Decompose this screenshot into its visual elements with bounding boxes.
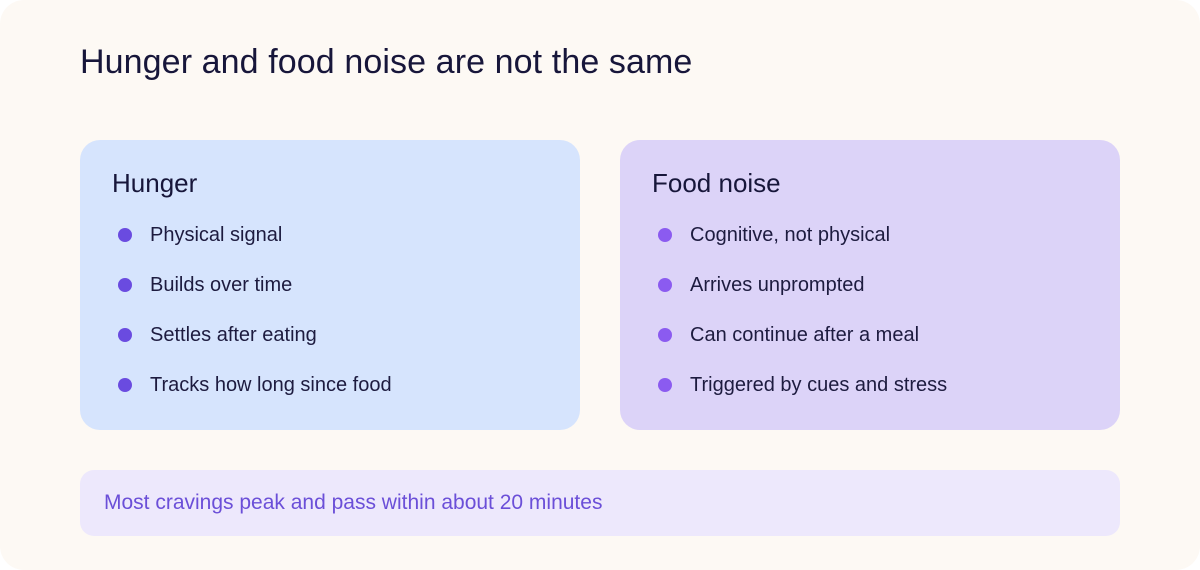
bullet-dot-icon [118,228,132,242]
food-noise-item-text: Triggered by cues and stress [690,374,948,396]
food-noise-list-item: Triggered by cues and stress [658,370,947,400]
food-noise-card-heading: Food noise [652,168,781,198]
food-noise-item-text: Can continue after a meal [690,324,920,346]
callout-text: Most cravings peak and pass within about… [104,491,603,514]
page-title: Hunger and food noise are not the same [80,43,693,81]
food-noise-list-item: Cognitive, not physical [658,220,890,250]
hunger-list-item: Settles after eating [118,320,317,350]
hunger-list-item: Tracks how long since food [118,370,392,400]
bullet-dot-icon [118,328,132,342]
bullet-dot-icon [658,378,672,392]
bullet-dot-icon [118,378,132,392]
hunger-list-item: Builds over time [118,270,292,300]
food-noise-list-item: Can continue after a meal [658,320,919,350]
hunger-item-text: Builds over time [150,274,293,296]
bullet-dot-icon [658,228,672,242]
bullet-dot-icon [658,278,672,292]
hunger-list-item: Physical signal [118,220,282,250]
food-noise-card: Food noise Cognitive, not physical Arriv… [620,140,1120,430]
food-noise-item-text: Arrives unprompted [690,274,865,296]
hunger-card: Hunger Physical signal Builds over time … [80,140,580,430]
hunger-item-text: Settles after eating [150,324,317,346]
food-noise-item-text: Cognitive, not physical [690,224,891,246]
hunger-item-text: Physical signal [150,224,283,246]
hunger-card-heading: Hunger [112,168,198,198]
bullet-dot-icon [118,278,132,292]
food-noise-list-item: Arrives unprompted [658,270,865,300]
hunger-item-text: Tracks how long since food [150,374,392,396]
bullet-dot-icon [658,328,672,342]
callout-banner: Most cravings peak and pass within about… [80,470,1120,536]
